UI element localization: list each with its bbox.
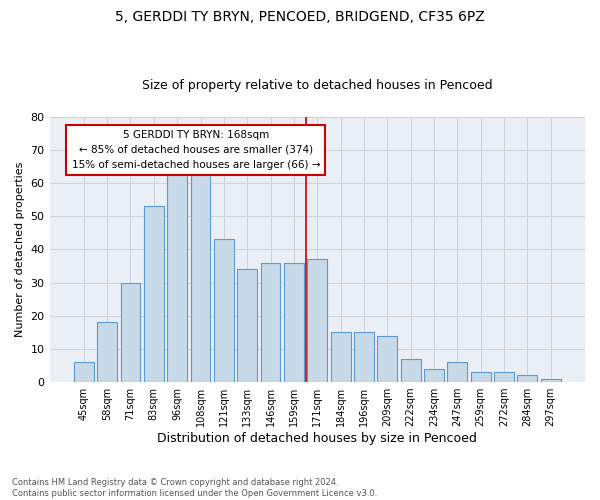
Bar [214, 240, 234, 382]
Bar [307, 260, 327, 382]
Text: 5, GERDDI TY BRYN, PENCOED, BRIDGEND, CF35 6PZ: 5, GERDDI TY BRYN, PENCOED, BRIDGEND, CF… [115, 10, 485, 24]
Bar [424, 369, 444, 382]
Bar [331, 332, 350, 382]
Bar [494, 372, 514, 382]
Text: Contains HM Land Registry data © Crown copyright and database right 2024.
Contai: Contains HM Land Registry data © Crown c… [12, 478, 377, 498]
Text: 5 GERDDI TY BRYN: 168sqm
← 85% of detached houses are smaller (374)
15% of semi-: 5 GERDDI TY BRYN: 168sqm ← 85% of detach… [71, 130, 320, 170]
Bar [74, 362, 94, 382]
Y-axis label: Number of detached properties: Number of detached properties [15, 162, 25, 337]
Bar [284, 262, 304, 382]
Bar [448, 362, 467, 382]
Bar [517, 376, 538, 382]
Bar [167, 163, 187, 382]
Bar [238, 270, 257, 382]
Bar [471, 372, 491, 382]
X-axis label: Distribution of detached houses by size in Pencoed: Distribution of detached houses by size … [157, 432, 477, 445]
Bar [401, 359, 421, 382]
Bar [260, 262, 280, 382]
Bar [541, 379, 560, 382]
Bar [377, 336, 397, 382]
Bar [144, 206, 164, 382]
Bar [97, 322, 117, 382]
Title: Size of property relative to detached houses in Pencoed: Size of property relative to detached ho… [142, 79, 493, 92]
Bar [121, 282, 140, 382]
Bar [191, 173, 211, 382]
Bar [354, 332, 374, 382]
